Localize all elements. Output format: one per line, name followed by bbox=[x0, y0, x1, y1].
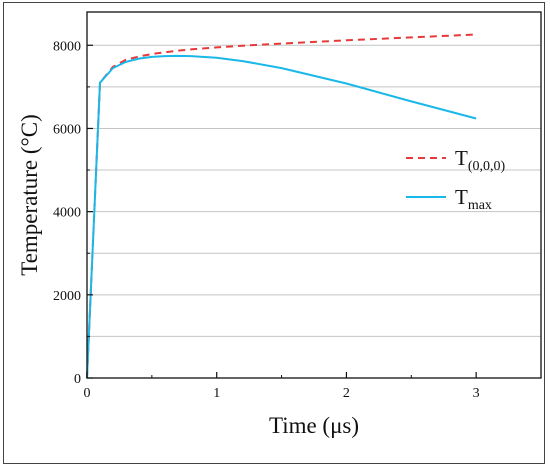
y-tick-label: 4000 bbox=[53, 206, 81, 221]
x-tick-label: 3 bbox=[473, 386, 480, 401]
y-tick-label: 0 bbox=[74, 372, 81, 387]
y-axis-label: Temperature (°C) bbox=[17, 114, 42, 275]
series-layer bbox=[86, 33, 477, 379]
y-tick-label: 6000 bbox=[53, 122, 81, 137]
x-tick-label: 2 bbox=[343, 386, 350, 401]
legend-label-1: Tmax bbox=[455, 185, 492, 213]
grid-lines bbox=[87, 44, 541, 337]
x-tick-label: 1 bbox=[213, 386, 220, 401]
axis-ticks: 0 2000 4000 6000 8000 0 1 2 3 bbox=[53, 39, 480, 401]
series-line-1 bbox=[86, 54, 477, 379]
y-tick-label: 2000 bbox=[53, 289, 81, 304]
series-line-0 bbox=[86, 33, 477, 379]
legend-label-0: T(0,0,0) bbox=[455, 146, 505, 174]
x-tick-label: 0 bbox=[84, 386, 91, 401]
y-tick-label: 8000 bbox=[53, 39, 81, 54]
plot-border bbox=[86, 11, 542, 379]
legend: T(0,0,0) Tmax bbox=[406, 146, 505, 213]
x-axis-label: Time (μs) bbox=[269, 413, 359, 438]
